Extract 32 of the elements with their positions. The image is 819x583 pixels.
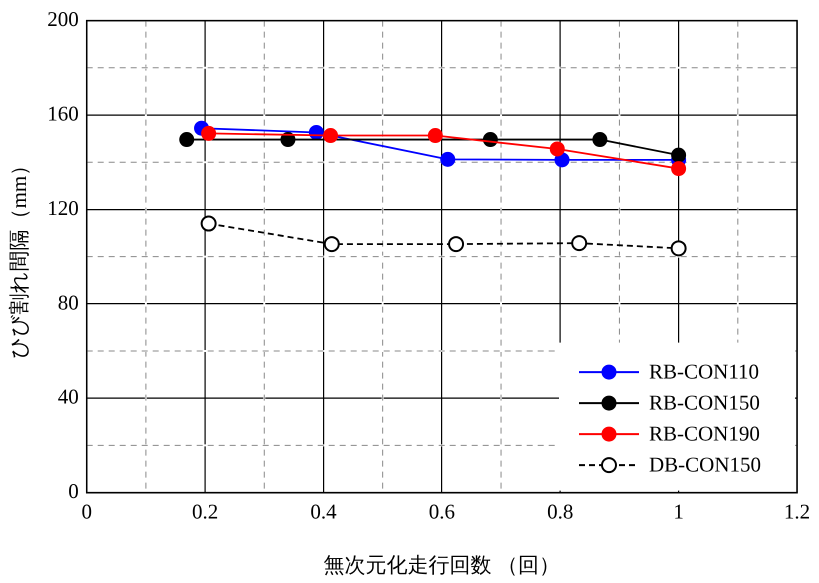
y-tick-label: 0 [68,479,79,504]
point [440,152,456,167]
x-tick-label: 0.2 [192,500,218,524]
point [324,236,340,252]
point [448,236,464,252]
y-axis-title: ひび割れ間隔（mm） [7,154,32,358]
point [671,161,686,176]
legend-label: RB-CON110 [648,360,760,384]
point [571,235,588,252]
point [201,126,216,141]
x-tick-label: 0.6 [428,500,455,524]
x-tick-label: 0.4 [310,500,338,524]
y-tick-label: 40 [58,384,79,409]
legend-label: RB-CON150 [648,390,760,415]
y-tick-label: 200 [47,7,79,32]
y-tick-label: 120 [47,196,79,220]
x-tick-label: 0.8 [547,500,574,524]
point [550,141,565,156]
y-tick-label: 80 [58,290,79,314]
point [428,128,443,144]
x-tick-label: 1 [673,500,684,524]
point [592,132,608,148]
point [200,216,217,232]
x-tick-label: 1.2 [784,500,810,524]
x-axis-title: 無次元化走行回数 （回） [324,552,560,577]
y-tick-label: 160 [47,102,79,126]
point [323,128,338,144]
point [670,240,687,256]
legend-label: DB-CON150 [648,452,762,477]
legend-label: RB-CON190 [648,422,760,446]
point [671,148,686,163]
point [179,132,194,148]
